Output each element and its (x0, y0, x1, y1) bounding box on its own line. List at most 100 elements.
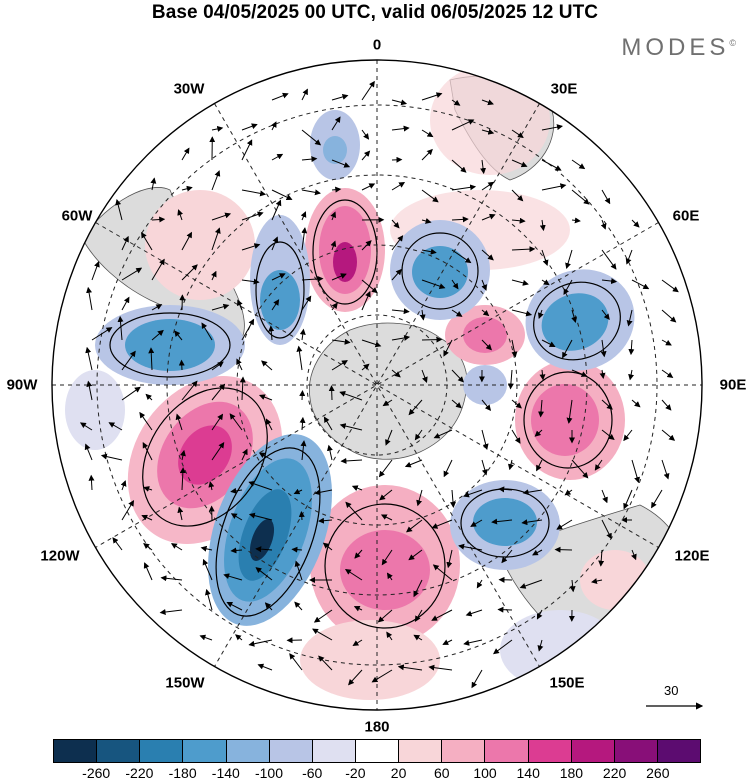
wind-vector (541, 124, 563, 131)
wind-vector (91, 327, 113, 341)
wind-vector (271, 299, 280, 311)
wind-vector (208, 481, 215, 491)
wind-vector (537, 639, 544, 652)
wind-vector (361, 240, 372, 251)
wind-vector (532, 549, 543, 556)
wind-vector (569, 579, 576, 593)
wind-vector (115, 199, 123, 221)
graticule (52, 60, 702, 710)
wind-vector (539, 219, 546, 232)
wind-vector (299, 328, 306, 341)
colorbar-tick-label: 180 (559, 765, 584, 781)
wind-vector (248, 512, 273, 521)
wind-vector (148, 347, 155, 371)
wind-vector (471, 669, 483, 689)
lon-label-120w: 120W (40, 547, 80, 565)
wind-vector (451, 216, 469, 223)
wind-vector (600, 219, 607, 230)
wind-vector (241, 139, 253, 161)
wind-vector (601, 489, 608, 504)
wind-vector (421, 369, 428, 384)
wind-vector (421, 92, 443, 101)
wind-vector (465, 609, 483, 617)
wind-vector (511, 217, 526, 224)
wind-vector (625, 249, 633, 265)
wind-vector (301, 189, 321, 196)
colorbar-tick-label: 260 (646, 765, 670, 781)
wind-vector (322, 542, 333, 551)
wind-vector (361, 290, 371, 311)
colorbar-tick-label: -220 (125, 765, 154, 781)
wind-vector (331, 338, 351, 345)
wind-vector (414, 609, 423, 622)
wind-vector (391, 125, 410, 132)
wind-vector (391, 219, 400, 229)
wind-vector (492, 639, 513, 655)
wind-vector (443, 459, 453, 478)
wind-vector (631, 399, 641, 408)
wind-vector (91, 260, 100, 281)
wind-vector (179, 467, 186, 491)
wind-vector (100, 453, 123, 461)
wind-vector (571, 159, 586, 170)
wind-vector (211, 227, 221, 251)
wind-vector (481, 128, 495, 135)
reference-vector-label: 30 (664, 683, 679, 698)
wind-vector (421, 248, 437, 255)
wind-vector (201, 322, 213, 341)
wind-vector (631, 219, 640, 228)
wind-vector (177, 209, 183, 221)
wind-vector (160, 575, 183, 582)
wind-vector (298, 511, 305, 521)
wind-vector (159, 609, 183, 615)
colorbar-tick-label: 220 (602, 765, 627, 781)
wind-vector (661, 459, 670, 480)
wind-vector (339, 423, 363, 431)
wind-vector (211, 303, 230, 311)
wind-vector (511, 339, 518, 358)
wind-vector (229, 413, 243, 431)
wind-vector (442, 639, 453, 645)
wind-vector (301, 88, 308, 101)
wind-vector (631, 459, 640, 484)
wind-vector (264, 602, 273, 611)
wind-vector (481, 249, 494, 261)
wind-vector (631, 279, 650, 290)
map-field (52, 60, 702, 710)
wind-vector (511, 429, 521, 444)
wind-vector (175, 413, 183, 431)
wind-vector (651, 489, 663, 509)
wind-vector (348, 669, 363, 686)
wind-vector (271, 273, 286, 281)
wind-vector (141, 514, 153, 521)
wind-vector (421, 218, 432, 224)
wind-vector (382, 399, 393, 407)
colorbar-segment (139, 739, 184, 763)
wind-vector (566, 399, 573, 424)
wind-vector (121, 296, 130, 311)
wind-vector (599, 369, 606, 379)
wind-vector (511, 309, 533, 317)
wind-vector (178, 359, 185, 371)
wind-vector (294, 601, 303, 611)
wind-vector (631, 549, 637, 561)
wind-vector (451, 249, 472, 264)
wind-vector (413, 634, 423, 641)
colorbar-tick-label: -60 (302, 765, 323, 781)
wind-vector (255, 567, 273, 581)
wind-vector (414, 429, 423, 441)
wind-vectors (79, 80, 679, 689)
wind-vector (237, 299, 243, 311)
wind-vector (601, 309, 610, 320)
wind-vector (626, 309, 633, 327)
lon-label-90e: 90E (719, 376, 747, 394)
wind-vector (79, 422, 93, 431)
wind-vector (431, 609, 453, 621)
wind-vector (257, 663, 273, 671)
wind-vector (235, 634, 243, 641)
wind-vector (378, 459, 393, 478)
wind-vector (211, 383, 226, 401)
wind-vector (339, 391, 363, 401)
colorbar (53, 739, 702, 763)
wind-vector (661, 369, 674, 378)
